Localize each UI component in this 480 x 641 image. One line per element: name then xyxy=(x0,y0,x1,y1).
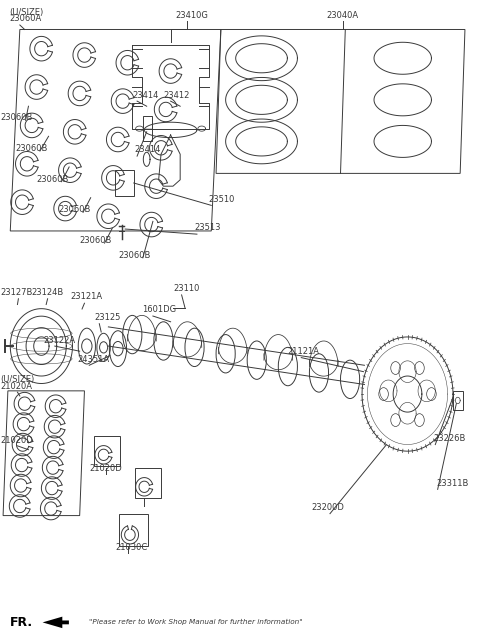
Text: 23410G: 23410G xyxy=(175,11,208,20)
Text: 23226B: 23226B xyxy=(434,435,466,444)
Text: 23060B: 23060B xyxy=(80,236,112,245)
Text: 23412: 23412 xyxy=(163,91,190,100)
Text: 21020D: 21020D xyxy=(89,463,122,472)
Text: 23121A: 23121A xyxy=(70,292,102,301)
Text: 24351A: 24351A xyxy=(77,355,109,364)
Text: 1601DG: 1601DG xyxy=(142,305,176,314)
Text: 23414: 23414 xyxy=(135,146,161,154)
Text: 21121A: 21121A xyxy=(288,347,320,356)
Bar xyxy=(453,391,463,410)
Text: 21020D: 21020D xyxy=(0,436,34,445)
Text: 23311B: 23311B xyxy=(436,479,468,488)
Text: 23414: 23414 xyxy=(132,91,159,100)
Text: 21020A: 21020A xyxy=(0,382,33,391)
Text: 23060B: 23060B xyxy=(36,174,69,183)
Text: 23110: 23110 xyxy=(173,284,199,293)
Text: 23060B: 23060B xyxy=(118,251,150,260)
Text: 23513: 23513 xyxy=(194,223,221,232)
Text: 21030C: 21030C xyxy=(116,543,148,552)
Text: 23060A: 23060A xyxy=(9,14,42,23)
Bar xyxy=(135,468,161,498)
Polygon shape xyxy=(43,617,69,628)
Text: FR.: FR. xyxy=(10,616,34,629)
Bar xyxy=(94,436,120,467)
Text: 23060B: 23060B xyxy=(15,144,48,153)
Text: 23060B: 23060B xyxy=(0,113,33,122)
Text: 23510: 23510 xyxy=(209,195,235,204)
Bar xyxy=(115,171,134,196)
Bar xyxy=(120,513,148,545)
Bar xyxy=(144,116,152,142)
Text: 23125: 23125 xyxy=(94,313,120,322)
Text: "Please refer to Work Shop Manual for further information": "Please refer to Work Shop Manual for fu… xyxy=(89,619,303,626)
Text: 23124B: 23124B xyxy=(32,288,64,297)
Text: 23060B: 23060B xyxy=(58,205,91,214)
Text: 23122A: 23122A xyxy=(44,336,76,345)
Text: (U/SIZE): (U/SIZE) xyxy=(9,8,44,17)
Text: 23200D: 23200D xyxy=(312,503,345,512)
Text: 23127B: 23127B xyxy=(0,288,33,297)
Text: (U/SIZE): (U/SIZE) xyxy=(0,376,35,385)
Text: 23040A: 23040A xyxy=(326,11,358,20)
